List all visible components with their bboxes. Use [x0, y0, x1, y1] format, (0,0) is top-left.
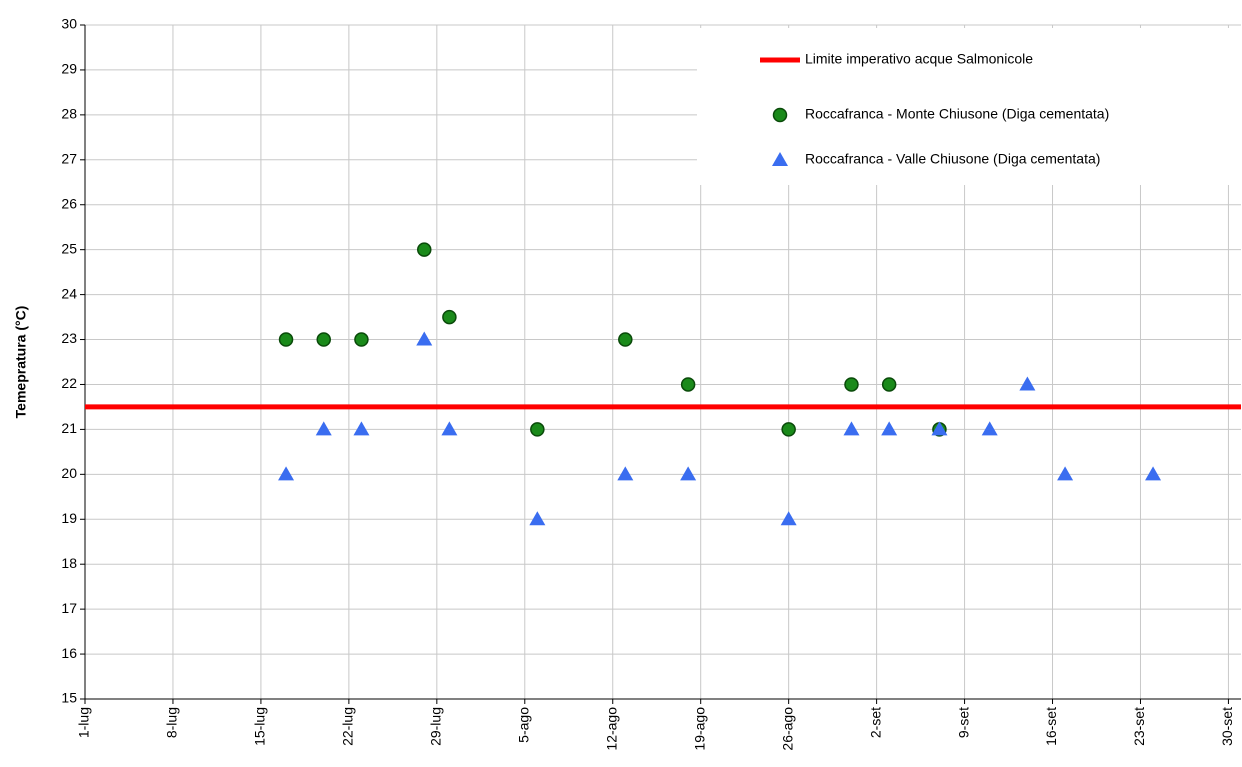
x-tick-label: 19-ago: [691, 707, 707, 751]
y-tick-label: 21: [61, 420, 77, 436]
triangle-point: [617, 466, 634, 481]
triangle-point: [981, 421, 998, 436]
y-tick-label: 20: [61, 465, 77, 481]
y-tick-label: 27: [61, 151, 77, 167]
legend-label: Roccafranca - Valle Chiusone (Diga cemen…: [805, 151, 1100, 167]
y-tick-label: 22: [61, 375, 77, 391]
triangle-point: [772, 152, 788, 166]
point: [530, 422, 545, 437]
triangle-point: [315, 421, 332, 436]
triangle-point: [680, 466, 697, 481]
y-tick-label: 19: [61, 510, 77, 526]
x-tick-label: 8-lug: [164, 707, 180, 738]
y-axis-label: Temepratura (°C): [13, 306, 29, 419]
legend-label: Limite imperativo acque Salmonicole: [805, 51, 1033, 67]
legend-label: Roccafranca - Monte Chiusone (Diga cemen…: [805, 106, 1109, 122]
x-tick-label: 16-set: [1043, 707, 1059, 746]
triangle-point: [278, 466, 295, 481]
x-tick-label: 23-set: [1131, 707, 1147, 746]
x-tick-label: 1-lug: [76, 707, 92, 738]
point: [417, 242, 432, 257]
y-tick-label: 23: [61, 330, 77, 346]
triangle-point: [1145, 466, 1162, 481]
y-tick-label: 25: [61, 240, 77, 256]
y-tick-label: 16: [61, 645, 77, 661]
y-tick-label: 29: [61, 61, 77, 77]
triangle-point: [416, 331, 433, 346]
y-tick-label: 30: [61, 16, 77, 32]
point: [354, 332, 369, 347]
y-tick-label: 17: [61, 600, 77, 616]
x-tick-label: 29-lug: [428, 707, 444, 746]
y-tick-label: 26: [61, 195, 77, 211]
y-tick-label: 24: [61, 285, 77, 301]
triangle-point: [353, 421, 370, 436]
y-tick-label: 18: [61, 555, 77, 571]
point: [618, 332, 633, 347]
y-tick-label: 28: [61, 106, 77, 122]
point: [772, 107, 788, 123]
point: [881, 377, 897, 392]
x-tick-label: 26-ago: [779, 707, 795, 751]
point: [781, 422, 796, 437]
point: [442, 309, 457, 325]
legend-box: [697, 28, 1242, 185]
x-tick-label: 15-lug: [252, 707, 268, 746]
triangle-point: [881, 421, 898, 436]
triangle-point: [441, 421, 458, 436]
x-tick-label: 5-ago: [515, 707, 531, 743]
triangle-point: [931, 421, 948, 436]
point: [316, 332, 331, 347]
x-tick-label: 9-set: [955, 707, 971, 738]
triangle-point: [1019, 376, 1036, 391]
point: [278, 332, 294, 347]
point: [844, 377, 859, 392]
x-tick-label: 2-set: [867, 707, 883, 738]
y-tick-label: 15: [61, 690, 77, 706]
point: [680, 377, 696, 392]
triangle-point: [529, 511, 546, 526]
triangle-point: [780, 511, 797, 526]
x-tick-label: 12-ago: [603, 707, 619, 751]
triangle-point: [1057, 466, 1074, 481]
x-tick-label: 30-set: [1219, 707, 1235, 746]
triangle-point: [843, 421, 860, 436]
x-tick-label: 22-lug: [340, 707, 356, 746]
